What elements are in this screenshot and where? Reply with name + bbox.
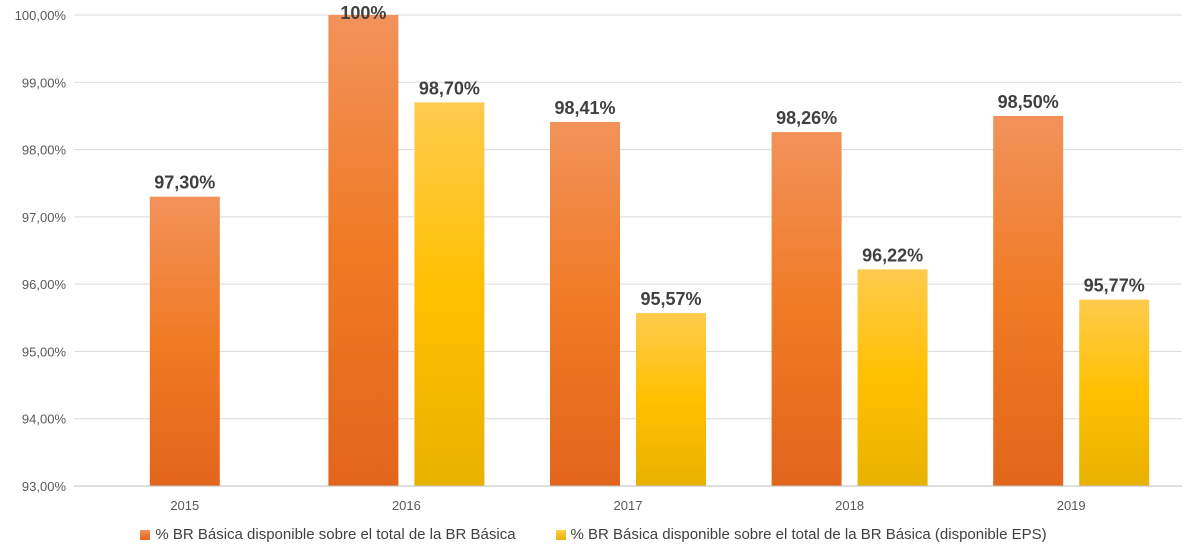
data-label: 98,70%	[419, 78, 480, 98]
x-tick-label: 2015	[170, 498, 199, 513]
x-tick-label: 2016	[392, 498, 421, 513]
y-tick-label: 94,00%	[22, 412, 67, 427]
data-label: 98,26%	[776, 108, 837, 128]
y-tick-label: 99,00%	[22, 75, 67, 90]
data-label: 96,22%	[862, 245, 923, 265]
bar-series-2-2018	[857, 269, 928, 486]
y-tick-label: 93,00%	[22, 479, 67, 494]
bar-series-1-2017	[550, 121, 620, 486]
bar-series-2-2016	[414, 102, 485, 486]
legend-item-series-2: % BR Básica disponible sobre el total de…	[555, 526, 1047, 543]
legend: % BR Básica disponible sobre el total de…	[0, 526, 1187, 543]
x-tick-label: 2017	[614, 498, 643, 513]
y-tick-label: 100,00%	[15, 8, 67, 23]
bar-series-1-2019	[993, 115, 1064, 486]
bar-series-1-2018	[771, 132, 842, 486]
data-label: 100%	[340, 3, 386, 23]
data-label: 98,41%	[554, 98, 615, 118]
y-tick-label: 95,00%	[22, 344, 67, 359]
legend-label-series-2: % BR Básica disponible sobre el total de…	[570, 526, 1047, 543]
y-tick-label: 98,00%	[22, 143, 67, 158]
legend-item-series-1: % BR Básica disponible sobre el total de…	[140, 526, 516, 543]
data-label: 95,77%	[1084, 276, 1145, 296]
data-label: 95,57%	[640, 289, 701, 309]
x-tick-label: 2018	[835, 498, 864, 513]
bar-series-2-2019	[1079, 299, 1150, 486]
bar-series-1-2016	[328, 15, 399, 486]
data-label: 98,50%	[998, 92, 1059, 112]
data-label: 97,30%	[154, 173, 215, 193]
bar-series-1-2015	[149, 196, 220, 486]
bar-chart: 97,30% 100% 98,70% 98,41% 95,57% 98,26% 96,22%…	[15, 3, 1182, 513]
legend-swatch-series-2	[555, 529, 566, 540]
y-tick-label: 96,00%	[22, 277, 67, 292]
y-tick-label: 97,00%	[22, 210, 67, 225]
legend-swatch-series-1	[140, 529, 151, 540]
legend-label-series-1: % BR Básica disponible sobre el total de…	[155, 526, 516, 543]
bar-series-2-2017	[636, 313, 706, 486]
x-tick-label: 2019	[1057, 498, 1086, 513]
